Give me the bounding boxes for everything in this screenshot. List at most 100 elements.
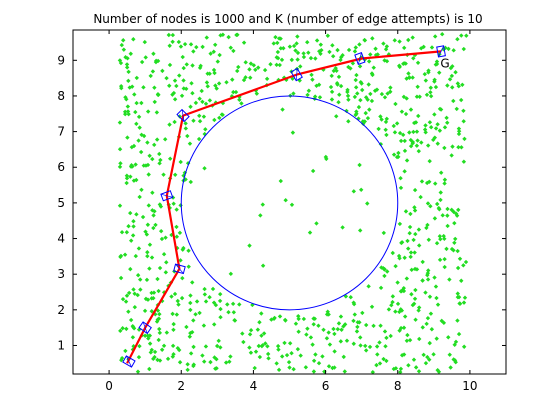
node-point [355,324,360,330]
node-point [434,61,440,67]
node-point [382,267,387,272]
node-point [188,104,193,109]
node-point [203,344,209,349]
node-point [426,237,431,242]
node-point [358,343,363,348]
axes-box [72,29,507,375]
node-point [451,209,456,215]
node-point [456,294,462,300]
node-point [413,231,418,237]
node-point [432,216,438,221]
robot-diagonal [438,45,444,58]
node-point [138,277,143,282]
node-point [135,292,140,298]
node-point [218,306,223,312]
node-point [230,301,236,307]
node-point [133,253,139,259]
robot-body [436,45,446,58]
node-point [261,331,267,336]
node-point [390,294,396,299]
node-point [124,326,129,332]
node-point [184,62,189,67]
node-point [194,299,200,304]
node-point [327,49,332,55]
node-point [452,220,457,226]
node-point [457,256,463,261]
node-point [276,367,282,373]
node-point [121,38,126,43]
node-point [397,130,403,136]
node-point [423,130,428,135]
node-point [182,41,188,47]
node-point [453,70,458,75]
y-tick-label: 9 [57,53,65,67]
node-point [434,295,439,301]
node-point [395,301,401,307]
node-point [184,324,189,330]
node-point [259,343,265,349]
node-point [321,327,326,332]
node-point [193,100,199,106]
node-point [405,332,410,338]
node-point [368,91,373,97]
node-point [342,369,347,374]
node-point [217,52,222,58]
node-point [296,329,301,334]
node-point [403,111,409,117]
node-point [415,60,421,65]
node-point [183,126,189,131]
robot-pose [138,321,152,335]
node-point [189,81,194,86]
node-point [124,293,130,298]
node-point [247,243,252,248]
node-point [128,174,133,179]
node-point [296,313,301,319]
node-point [413,287,418,293]
node-point [404,76,409,81]
node-point [402,314,408,319]
node-point [305,326,310,331]
node-point [351,341,356,346]
node-point [276,36,282,41]
node-point [157,311,162,317]
node-point [165,356,171,362]
node-point [176,302,181,307]
node-point [425,354,430,360]
node-point [277,314,283,319]
node-point [212,117,217,123]
node-point [223,360,229,365]
node-point [408,137,414,143]
node-point [357,42,362,47]
node-point [203,299,209,304]
node-point [161,343,167,349]
node-point [338,314,344,319]
node-point [431,352,436,357]
robot-body [176,108,190,123]
node-point [193,312,198,317]
node-point [132,92,137,97]
node-point [442,145,447,151]
node-point [324,336,330,341]
node-point [392,130,398,135]
node-point [202,166,207,171]
node-point [151,213,156,218]
node-point [331,326,336,332]
node-point [427,158,432,164]
robot-pose [173,263,186,275]
node-point [378,285,384,291]
node-point [305,92,310,98]
node-point [301,54,307,60]
node-point [336,74,342,80]
node-point [175,298,180,304]
node-point [170,354,175,359]
y-tick-label: 6 [57,160,65,174]
node-point [132,291,137,296]
node-point [379,117,384,122]
node-point [188,307,193,313]
node-point [158,228,164,234]
node-point [125,135,130,140]
node-point [408,143,414,149]
node-point [161,251,167,257]
robot-body [290,67,303,82]
node-point [147,366,152,372]
